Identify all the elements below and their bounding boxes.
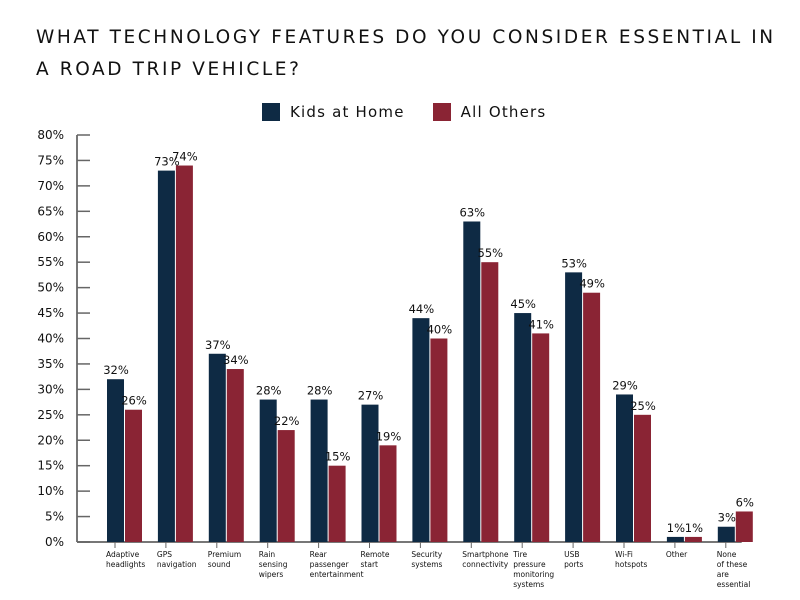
y-tick-label: 60% (37, 230, 64, 244)
data-label: 34% (223, 353, 249, 367)
chart-title: WHAT TECHNOLOGY FEATURES DO YOU CONSIDER… (36, 27, 776, 80)
bar-kids-at-home (157, 170, 175, 543)
legend-swatch (432, 103, 451, 121)
bar-all-others (634, 414, 651, 542)
y-tick-label: 80% (37, 128, 64, 142)
data-label: 19% (376, 429, 402, 443)
legend-label: All Others (460, 103, 547, 121)
data-label: 22% (274, 414, 300, 428)
bar-all-others (328, 465, 346, 542)
data-label: 55% (478, 246, 504, 260)
y-tick-label: 55% (37, 255, 64, 269)
y-tick-label: 75% (37, 153, 64, 167)
data-label: 1% (667, 521, 685, 535)
legend-item-kids-at-home: Kids at Home (262, 103, 405, 121)
bar-kids-at-home (616, 394, 633, 542)
x-tick-label: None of these are essential (717, 550, 751, 589)
x-tick-label: GPS navigation (157, 550, 197, 569)
data-label: 3% (718, 511, 736, 525)
bar-kids-at-home (107, 379, 124, 542)
legend-label: Kids at Home (290, 103, 405, 121)
x-tick-label: Remote start (361, 550, 390, 569)
y-tick-label: 65% (37, 204, 64, 218)
data-label: 29% (612, 378, 638, 392)
data-label: 73% (154, 155, 180, 169)
bar-all-others (684, 536, 702, 542)
data-label: 45% (510, 297, 536, 311)
bar-kids-at-home (666, 536, 684, 542)
data-label: 32% (103, 363, 129, 377)
legend: Kids at Home All Others (262, 103, 546, 121)
bar-all-others (532, 333, 550, 542)
data-label: 26% (121, 394, 147, 408)
y-tick-label: 25% (37, 408, 64, 422)
legend-swatch (262, 103, 280, 121)
bar-all-others (125, 409, 142, 542)
data-label: 28% (256, 384, 282, 398)
data-label: 41% (528, 317, 554, 331)
bar-kids-at-home (259, 399, 277, 542)
x-tick-label: Security systems (411, 550, 442, 569)
data-label: 44% (409, 302, 435, 316)
x-tick-label: Rain sensing wipers (259, 550, 288, 579)
y-tick-label: 30% (37, 382, 64, 396)
y-tick-label: 0% (45, 535, 64, 549)
data-label: 27% (358, 389, 384, 403)
bar-kids-at-home (361, 404, 379, 542)
bar-kids-at-home (412, 318, 430, 542)
y-tick-label: 15% (37, 459, 64, 473)
data-label: 49% (579, 277, 605, 291)
y-tick-label: 20% (37, 433, 64, 447)
x-tick-label: Other (666, 550, 688, 559)
x-tick-label: Tire pressure monitoring systems (512, 550, 554, 589)
bar-kids-at-home (208, 353, 226, 542)
data-label: 74% (172, 150, 198, 164)
bar-kids-at-home (565, 272, 583, 542)
bar-all-others (481, 262, 499, 542)
x-tick-label: USB ports (564, 550, 583, 569)
bar-kids-at-home (463, 221, 481, 543)
data-label: 25% (630, 399, 656, 413)
y-tick-label: 70% (37, 179, 64, 193)
y-tick-label: 50% (37, 281, 64, 295)
y-tick-label: 35% (37, 357, 64, 371)
legend-item-all-others: All Others (432, 103, 547, 121)
y-tick-label: 45% (37, 306, 64, 320)
x-tick-label: Adaptive headlights (106, 550, 145, 569)
y-tick-label: 10% (37, 484, 64, 498)
data-label: 63% (460, 205, 486, 219)
bar-kids-at-home (717, 526, 735, 542)
data-label: 28% (307, 384, 333, 398)
x-tick-label: Rear passenger entertainment (310, 550, 364, 579)
x-tick-label: Premium sound (208, 550, 241, 569)
bar-all-others (430, 338, 448, 542)
bar-all-others (583, 292, 601, 542)
bar-all-others (379, 445, 397, 542)
y-tick-label: 40% (37, 332, 64, 346)
data-label: 53% (561, 256, 587, 270)
data-label: 37% (205, 338, 231, 352)
bar-all-others (277, 430, 295, 542)
data-label: 6% (736, 495, 754, 509)
data-label: 40% (427, 323, 453, 337)
x-tick-label: Smartphone connectivity (462, 550, 509, 569)
y-tick-label: 5% (45, 510, 64, 524)
bar-kids-at-home (310, 399, 328, 542)
data-label: 1% (685, 521, 703, 535)
bar-all-others (175, 165, 193, 542)
data-label: 15% (325, 450, 351, 464)
bar-all-others (226, 369, 244, 542)
bar-kids-at-home (514, 313, 532, 542)
x-tick-label: Wi-Fi hotspots (615, 550, 647, 569)
bar-all-others (735, 511, 753, 542)
